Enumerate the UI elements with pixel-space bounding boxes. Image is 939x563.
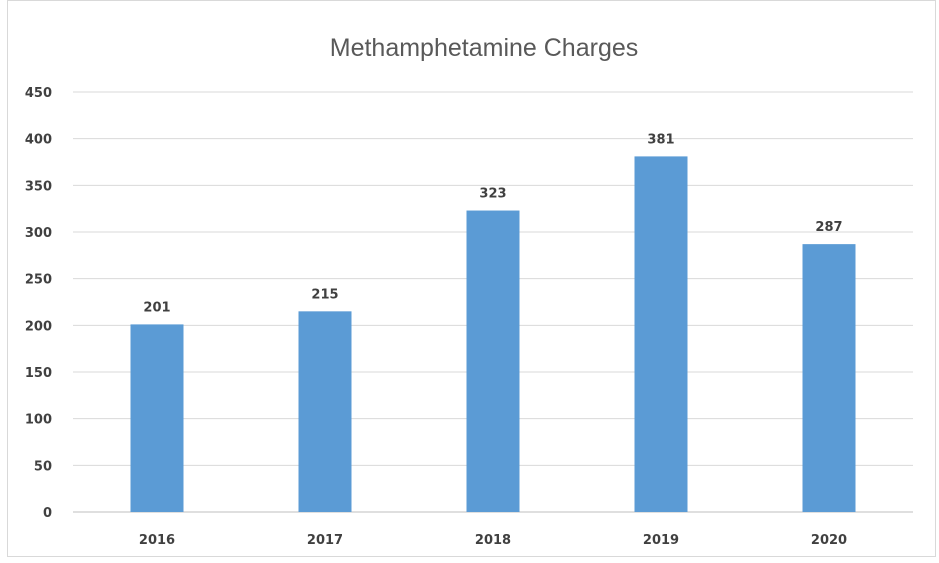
bar-2017 (298, 311, 352, 512)
y-tick-label: 100 (25, 413, 52, 428)
x-tick-label: 2020 (811, 533, 847, 548)
data-label-2020: 287 (815, 220, 842, 235)
y-axis-ticks: 0 50 100 150 200 250 300 350 400 450 (25, 86, 52, 521)
x-tick-label: 2018 (475, 533, 511, 548)
y-tick-label: 200 (25, 319, 52, 334)
x-axis-ticks: 2016 2017 2018 2019 2020 (139, 533, 847, 548)
y-tick-label: 150 (25, 366, 52, 381)
bar-2018 (466, 210, 520, 513)
data-labels: 201 215 323 381 287 (143, 132, 842, 315)
bar-2016 (130, 324, 184, 512)
bar-2019 (634, 156, 688, 512)
x-tick-label: 2019 (643, 533, 679, 548)
y-tick-label: 300 (25, 226, 52, 241)
data-label-2019: 381 (647, 132, 674, 147)
chart-title: Methamphetamine Charges (330, 34, 639, 62)
y-tick-label: 250 (25, 273, 52, 288)
y-tick-label: 50 (34, 459, 52, 474)
y-tick-label: 0 (43, 506, 52, 521)
bars (130, 156, 856, 513)
y-tick-label: 450 (25, 86, 52, 101)
data-label-2017: 215 (311, 287, 338, 302)
y-tick-label: 400 (25, 133, 52, 148)
data-label-2018: 323 (479, 187, 506, 202)
y-tick-label: 350 (25, 179, 52, 194)
x-tick-label: 2016 (139, 533, 175, 548)
data-label-2016: 201 (143, 300, 170, 315)
x-tick-label: 2017 (307, 533, 343, 548)
gridlines (73, 91, 913, 513)
bar-2020 (802, 244, 856, 512)
